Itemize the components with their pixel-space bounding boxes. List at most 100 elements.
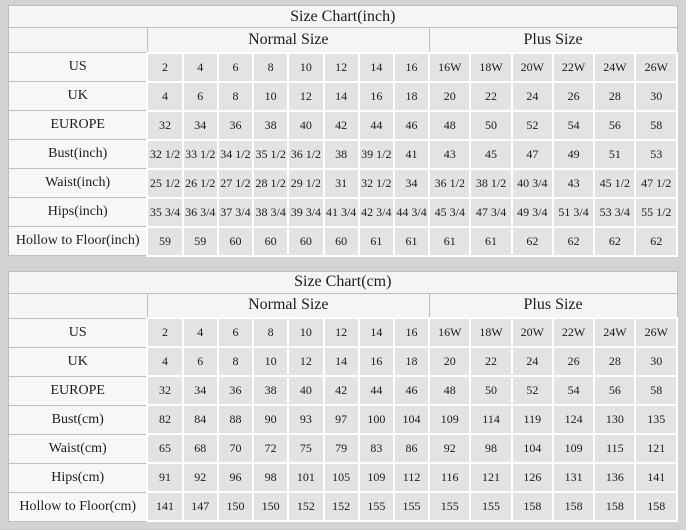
size-value-cell: 104	[392, 404, 431, 435]
row-label: EUROPE	[8, 375, 148, 406]
size-value-cell: 121	[469, 462, 513, 493]
size-value-cell: 147	[181, 491, 219, 522]
size-value-cell: 34 1/2	[216, 138, 255, 170]
size-value-cell: 72	[252, 433, 290, 464]
size-value-cell: 59	[181, 225, 219, 257]
size-value-cell: 16W	[428, 317, 472, 348]
size-value-cell: 124	[551, 404, 596, 435]
size-value-cell: 26 1/2	[181, 167, 219, 199]
row-label: US	[8, 317, 148, 348]
size-value-cell: 28	[593, 80, 637, 112]
size-value-cell: 18	[392, 80, 431, 112]
size-row: EUROPE 32 34 36 38 40 42 44 46 48 50 52 54 56 58	[8, 109, 678, 141]
size-value-cell: 155	[357, 491, 395, 522]
size-value-cell: 4	[146, 80, 184, 112]
size-value-cell: 98	[252, 462, 290, 493]
size-value-cell: 10	[252, 80, 290, 112]
size-value-cell: 51	[593, 138, 637, 170]
size-value-cell: 4	[181, 51, 219, 83]
size-value-cell: 44	[357, 375, 395, 406]
size-row: Hollow to Floor(inch) 59 59 60 60 60 60 61 61 61 6…	[8, 225, 678, 257]
size-value-cell: 14	[322, 80, 360, 112]
size-row: UK 4 6 8 10 12 14 16 18 20 22 24 26 28 30	[8, 346, 678, 377]
size-value-cell: 49	[551, 138, 596, 170]
row-label: Waist(inch)	[8, 168, 148, 198]
size-value-cell: 70	[216, 433, 255, 464]
column-group-row: Normal Size Plus Size	[8, 27, 678, 53]
size-row: Hips(cm) 91 92 96 98 101 105 109 112 116 121 126 131…	[8, 462, 678, 493]
size-value-cell: 18W	[469, 51, 513, 83]
size-value-cell: 26W	[634, 317, 678, 348]
size-value-cell: 2	[146, 317, 184, 348]
size-value-cell: 54	[551, 109, 596, 141]
size-value-cell: 16	[357, 80, 395, 112]
size-value-cell: 36 1/2	[428, 167, 472, 199]
size-value-cell: 39 3/4	[287, 196, 325, 228]
size-value-cell: 31	[322, 167, 360, 199]
size-chart-inch-table: Size Chart(inch) Normal Size Plus Size U…	[8, 5, 678, 257]
size-value-cell: 53 3/4	[593, 196, 637, 228]
size-value-cell: 47	[510, 138, 554, 170]
size-value-cell: 155	[392, 491, 431, 522]
size-value-cell: 29 1/2	[287, 167, 325, 199]
size-value-cell: 131	[551, 462, 596, 493]
size-value-cell: 14	[322, 346, 360, 377]
size-value-cell: 61	[392, 225, 431, 257]
size-value-cell: 32	[146, 109, 184, 141]
size-value-cell: 44 3/4	[392, 196, 431, 228]
row-label: US	[8, 52, 148, 82]
size-row: US 2 4 6 8 10 12 14 16 16W 18W 20W 22W 24W 26W	[8, 317, 678, 348]
size-value-cell: 158	[593, 491, 637, 522]
size-value-cell: 91	[146, 462, 184, 493]
size-value-cell: 22	[469, 80, 513, 112]
size-value-cell: 35 1/2	[252, 138, 290, 170]
size-value-cell: 59	[146, 225, 184, 257]
row-label: Hips(inch)	[8, 197, 148, 227]
size-value-cell: 58	[634, 109, 678, 141]
size-value-cell: 60	[252, 225, 290, 257]
size-value-cell: 98	[469, 433, 513, 464]
size-value-cell: 141	[146, 491, 184, 522]
size-value-cell: 82	[146, 404, 184, 435]
size-value-cell: 6	[181, 346, 219, 377]
size-value-cell: 41 3/4	[322, 196, 360, 228]
size-value-cell: 20W	[510, 317, 554, 348]
size-value-cell: 141	[634, 462, 678, 493]
size-value-cell: 53	[634, 138, 678, 170]
size-value-cell: 48	[428, 375, 472, 406]
size-value-cell: 121	[634, 433, 678, 464]
size-value-cell: 20	[428, 80, 472, 112]
size-value-cell: 42 3/4	[357, 196, 395, 228]
row-label: Hollow to Floor(inch)	[8, 226, 148, 256]
size-value-cell: 16	[392, 317, 431, 348]
size-value-cell: 90	[252, 404, 290, 435]
size-value-cell: 25 1/2	[146, 167, 184, 199]
size-value-cell: 10	[252, 346, 290, 377]
size-value-cell: 51 3/4	[551, 196, 596, 228]
size-value-cell: 93	[287, 404, 325, 435]
size-value-cell: 104	[510, 433, 554, 464]
size-value-cell: 38 3/4	[252, 196, 290, 228]
size-value-cell: 56	[593, 375, 637, 406]
size-row: Hips(inch) 35 3/4 36 3/4 37 3/4 38 3/4 39 3/4…	[8, 196, 678, 228]
size-chart-cm-table: Size Chart(cm) Normal Size Plus Size US 2…	[8, 270, 678, 522]
size-value-cell: 62	[510, 225, 554, 257]
size-value-cell: 8	[216, 80, 255, 112]
size-value-cell: 32 1/2	[146, 138, 184, 170]
size-value-cell: 86	[392, 433, 431, 464]
size-value-cell: 42	[322, 109, 360, 141]
size-value-cell: 8	[252, 51, 290, 83]
size-value-cell: 43	[551, 167, 596, 199]
size-value-cell: 50	[469, 109, 513, 141]
size-value-cell: 16W	[428, 51, 472, 83]
size-value-cell: 38	[252, 109, 290, 141]
size-value-cell: 16	[357, 346, 395, 377]
size-value-cell: 83	[357, 433, 395, 464]
size-value-cell: 40 3/4	[510, 167, 554, 199]
size-value-cell: 92	[181, 462, 219, 493]
size-value-cell: 32	[146, 375, 184, 406]
size-value-cell: 155	[469, 491, 513, 522]
size-value-cell: 52	[510, 375, 554, 406]
size-value-cell: 6	[181, 80, 219, 112]
